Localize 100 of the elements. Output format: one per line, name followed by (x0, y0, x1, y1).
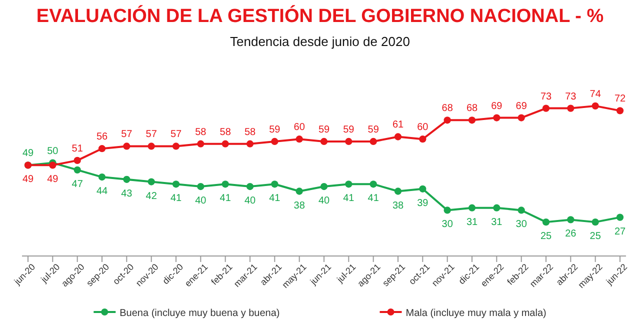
data-label: 49 (47, 174, 59, 186)
data-label: 74 (590, 88, 602, 100)
point (616, 107, 624, 114)
point (74, 166, 81, 174)
point (542, 218, 550, 226)
chart-subtitle: Tendencia desde junio de 2020 (230, 34, 410, 49)
point (246, 140, 254, 148)
point (345, 138, 352, 146)
point (172, 180, 180, 188)
data-label: 43 (121, 188, 133, 200)
point (444, 116, 451, 124)
point (616, 214, 624, 221)
data-label: 44 (96, 186, 108, 198)
point (296, 188, 303, 195)
point (444, 206, 451, 214)
data-label: 39 (417, 198, 429, 209)
point (197, 140, 204, 148)
point (197, 182, 204, 190)
data-label: 40 (244, 196, 256, 207)
data-label: 68 (442, 103, 454, 114)
point (123, 142, 130, 150)
data-label: 56 (96, 132, 108, 143)
data-label: 31 (466, 216, 478, 228)
data-label: 57 (170, 129, 182, 140)
data-label: 59 (343, 124, 355, 136)
point (320, 182, 328, 190)
data-label: 72 (614, 94, 626, 105)
point (320, 138, 328, 146)
data-label: 58 (195, 126, 207, 138)
point (592, 218, 599, 226)
data-label: 41 (170, 193, 182, 204)
data-label: 38 (294, 200, 306, 212)
point (468, 116, 476, 124)
data-label: 38 (392, 200, 404, 212)
point (296, 136, 303, 143)
point (123, 176, 130, 183)
point (493, 114, 500, 122)
data-label: 61 (392, 120, 404, 131)
data-label: 40 (318, 196, 330, 207)
data-label: 47 (72, 178, 84, 190)
data-label: 30 (516, 219, 528, 230)
point (370, 138, 377, 146)
point (567, 216, 574, 224)
data-label: 57 (121, 129, 133, 140)
data-label: 49 (22, 174, 34, 186)
point (419, 185, 426, 192)
point (518, 206, 525, 214)
data-label: 60 (417, 122, 429, 134)
point (271, 138, 278, 146)
data-label: 57 (146, 129, 158, 140)
point (468, 204, 476, 212)
point (592, 102, 599, 110)
data-label: 41 (368, 193, 380, 204)
point (271, 180, 278, 188)
point (542, 104, 550, 112)
point (98, 173, 106, 181)
point (222, 140, 229, 148)
legend-label: Buena (incluye muy buena y buena) (120, 308, 280, 319)
chart-title: EVALUACIÓN DE LA GESTIÓN DEL GOBIERNO NACIONAL - % (36, 5, 604, 27)
point (172, 142, 180, 150)
data-label: 51 (72, 143, 84, 154)
point (518, 114, 525, 122)
point (345, 180, 352, 188)
point (246, 182, 254, 190)
data-label: 69 (491, 100, 503, 112)
data-label: 25 (540, 231, 552, 242)
point (49, 162, 56, 169)
point (493, 204, 500, 212)
data-label: 41 (343, 193, 355, 204)
data-label: 73 (565, 91, 577, 102)
data-label: 27 (614, 226, 626, 238)
point (394, 188, 402, 195)
point (567, 104, 574, 112)
data-label: 41 (269, 193, 281, 204)
data-label: 58 (220, 126, 232, 138)
point (148, 142, 155, 150)
data-label: 59 (269, 124, 281, 136)
data-label: 69 (516, 100, 528, 112)
legend-label: Mala (incluye muy mala y mala) (406, 308, 546, 319)
data-label: 26 (565, 228, 577, 240)
data-label: 59 (368, 124, 380, 136)
data-label: 40 (195, 196, 207, 207)
point (98, 145, 106, 152)
data-label: 59 (318, 124, 330, 136)
data-label: 73 (540, 91, 552, 102)
data-label: 68 (466, 103, 478, 114)
point (370, 180, 377, 188)
data-label: 25 (590, 231, 602, 242)
point (148, 178, 155, 186)
data-label: 42 (146, 190, 158, 202)
data-label: 31 (491, 216, 503, 228)
data-label: 49 (22, 148, 34, 160)
data-label: 58 (244, 126, 256, 138)
data-label: 60 (294, 122, 306, 134)
point (222, 180, 229, 188)
data-label: 30 (442, 219, 454, 230)
data-label: 41 (220, 193, 232, 204)
point (394, 133, 402, 140)
point (74, 156, 81, 164)
point (419, 136, 426, 143)
